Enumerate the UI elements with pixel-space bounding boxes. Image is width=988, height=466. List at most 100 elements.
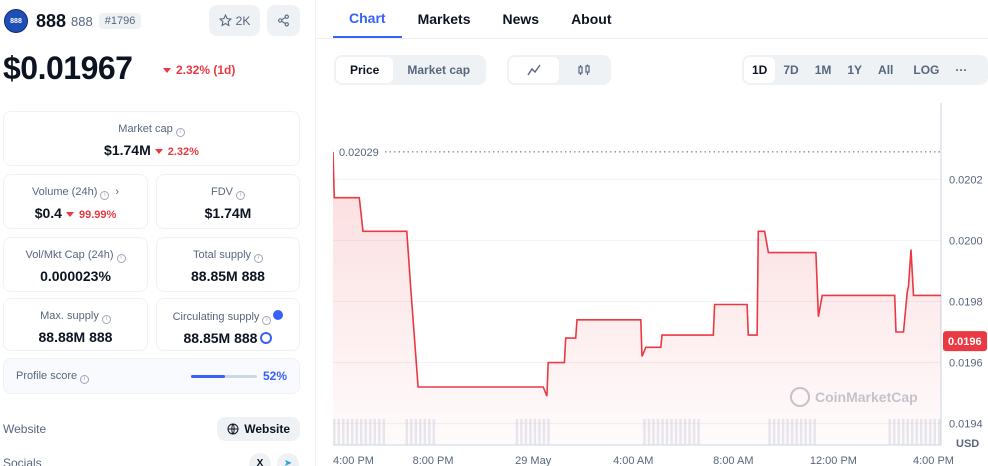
circulating-supply-card: Circulating supply i 88.85M 888 <box>156 298 300 351</box>
fdv-value: $1.74M <box>204 205 252 221</box>
share-icon <box>278 14 289 27</box>
volume-label: Volume (24h) i › <box>31 186 120 200</box>
main-tabs: Chart Markets News About <box>333 0 628 38</box>
website-row: Website Website <box>3 417 300 441</box>
vol-mkt-cap-card: Vol/Mkt Cap (24h) i 0.000023% <box>3 237 148 292</box>
range-all-button[interactable]: All <box>878 63 894 77</box>
star-icon <box>218 14 232 27</box>
y-tick-label: 0.0194 <box>949 419 983 431</box>
down-arrow-icon <box>154 149 163 154</box>
price-chart-svg: 0.02029 CoinMarketCap 0.0202 0.0200 0.0198… <box>332 103 987 466</box>
coin-name: 888 <box>36 10 67 31</box>
tab-markets[interactable]: Markets <box>417 11 471 27</box>
max-supply-value: 88.88M 888 <box>38 329 113 345</box>
y-tick-label: 0.0198 <box>949 296 983 308</box>
range-1y-button[interactable]: 1Y <box>847 63 863 77</box>
market-cap-toggle-button[interactable]: Market cap <box>407 63 471 77</box>
circulating-supply-value: 88.85M 888 <box>183 330 258 346</box>
vol-mkt-cap-value: 0.000023% <box>40 268 111 284</box>
info-icon[interactable]: i <box>254 254 264 263</box>
info-icon[interactable]: i <box>262 316 272 325</box>
profile-score-value: 52% <box>262 369 287 383</box>
down-arrow-icon <box>65 212 74 217</box>
x-tick-label: 29 May <box>515 455 552 466</box>
info-icon[interactable]: i <box>116 254 126 263</box>
price-toggle-button[interactable]: Price <box>336 57 394 83</box>
total-supply-card: Total supply i 88.85M 888 <box>156 237 300 292</box>
volume-value: $0.4 <box>34 205 62 221</box>
x-tick-label: 12:00 PM <box>810 455 857 466</box>
current-price-badge <box>943 331 987 352</box>
tabs-divider <box>316 38 988 39</box>
price-area-fill <box>333 151 941 445</box>
info-icon[interactable]: i <box>236 191 245 200</box>
coin-symbol: 888 <box>71 13 93 29</box>
range-1m-button[interactable]: 1M <box>814 63 832 77</box>
candlestick-icon <box>578 64 590 75</box>
profile-score[interactable]: Profile score i 52% <box>3 358 300 394</box>
max-supply-card: Max. supply i 88.88M 888 <box>3 298 148 351</box>
info-icon[interactable]: i <box>100 191 110 200</box>
y-tick-label: 0.0202 <box>949 174 983 186</box>
price-change: 2.32% (1d) <box>163 63 235 77</box>
profile-score-bar <box>191 375 257 378</box>
website-button-label: Website <box>244 422 290 436</box>
share-button[interactable] <box>267 5 300 36</box>
website-label: Website <box>3 422 47 436</box>
x-tick-label: 4:00 PM <box>913 455 954 466</box>
log-scale-button[interactable]: LOG <box>913 63 940 77</box>
volume-change: 99.99% <box>65 209 116 221</box>
market-cap-card: Market cap i $1.74M 2.32% <box>3 111 300 166</box>
verified-icon <box>273 310 284 320</box>
high-price-label: 0.02029 <box>339 147 379 159</box>
coin-logo: 888 <box>4 9 28 33</box>
watchlist-button[interactable]: 2K <box>209 5 260 36</box>
watermark-logo-icon <box>790 387 810 407</box>
current-price-badge-label: 0.0196 <box>948 336 982 348</box>
price-change-value: 2.32% (1d) <box>176 63 236 77</box>
tab-news[interactable]: News <box>502 11 540 27</box>
coin-header: 888 888 888 #1796 <box>4 8 142 34</box>
watermark-text: CoinMarketCap <box>815 389 918 405</box>
telegram-icon[interactable]: ➤ <box>277 453 299 466</box>
chevron-right-icon: › <box>115 186 120 198</box>
market-cap-label: Market cap i <box>4 123 299 137</box>
globe-icon <box>227 423 239 435</box>
x-twitter-icon[interactable]: X <box>249 453 271 466</box>
fdv-label: FDV i <box>157 186 299 200</box>
candlestick-chart-button[interactable] <box>559 57 609 83</box>
line-chart-icon <box>527 64 541 76</box>
rank-badge: #1796 <box>98 13 142 29</box>
vol-mkt-cap-label: Vol/Mkt Cap (24h) i <box>4 249 147 263</box>
chart-style-toggle <box>507 55 611 85</box>
tab-about[interactable]: About <box>571 11 612 27</box>
x-tick-label: 4:00 PM <box>333 455 374 466</box>
website-button[interactable]: Website <box>217 417 300 441</box>
price-chart[interactable]: 0.02029 CoinMarketCap 0.0202 0.0200 0.0198… <box>332 95 988 466</box>
y-tick-label: 0.0196 <box>949 358 983 370</box>
coin-info-panel: 888 888 888 #1796 2K $0.01967 2.32% (1d)… <box>0 0 316 466</box>
x-tick-label: 8:00 PM <box>413 455 454 466</box>
x-tick-label: 8:00 AM <box>713 455 753 466</box>
price-line <box>332 151 941 397</box>
tab-chart[interactable]: Chart <box>333 0 402 38</box>
currency-label: USD <box>956 438 979 450</box>
market-cap-value: $1.74M <box>104 142 151 158</box>
x-tick-label: 4:00 AM <box>613 455 653 466</box>
chart-metric-toggle: Price Market cap <box>334 55 487 85</box>
profile-score-label: Profile score i <box>16 370 90 384</box>
current-price: $0.01967 <box>3 50 133 86</box>
circulating-supply-label: Circulating supply i <box>157 310 299 325</box>
total-supply-label: Total supply i <box>157 249 299 263</box>
line-chart-button[interactable] <box>509 57 559 83</box>
coinmarketcap-watermark: CoinMarketCap <box>790 387 918 407</box>
range-7d-button[interactable]: 7D <box>783 63 799 77</box>
more-options-button[interactable]: ··· <box>955 63 968 77</box>
supply-progress-ring-icon <box>260 332 273 344</box>
volume-card[interactable]: Volume (24h) i › $0.4 99.99% <box>3 174 148 229</box>
info-icon[interactable]: i <box>80 375 90 384</box>
range-1d-button[interactable]: 1D <box>744 57 776 83</box>
info-icon[interactable]: i <box>175 128 185 137</box>
down-arrow-icon <box>163 68 171 73</box>
info-icon[interactable]: i <box>101 315 111 324</box>
